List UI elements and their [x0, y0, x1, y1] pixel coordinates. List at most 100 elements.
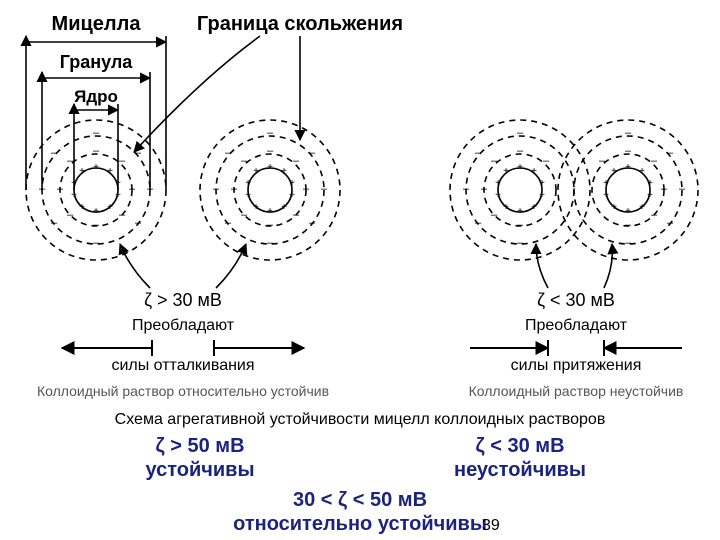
svg-text:+: + — [603, 178, 609, 189]
label-core: Ядро — [74, 87, 118, 106]
blue-right-2: неустойчивы — [454, 459, 586, 481]
svg-text:+: + — [79, 166, 85, 177]
svg-text:+: + — [115, 190, 121, 201]
svg-text:+: + — [495, 178, 501, 189]
svg-text:–: – — [481, 183, 488, 195]
right-zeta: ζ < 30 мB — [537, 290, 615, 310]
svg-text:–: – — [463, 183, 470, 195]
svg-text:+: + — [79, 202, 85, 213]
left-group: +++ +++ +++ + ––– ––– –– ––– ––– –– +++ — [26, 120, 340, 260]
micelle-right-2: +++ +++ +++ + ––– ––– ––– –– — [558, 120, 698, 260]
svg-text:+: + — [267, 206, 273, 217]
svg-text:+: + — [267, 162, 273, 173]
right-caption: Коллоидный раствор неустойчив — [469, 383, 684, 399]
svg-text:+: + — [289, 190, 295, 201]
svg-text:+: + — [517, 162, 523, 173]
svg-text:–: – — [625, 237, 632, 249]
svg-text:+: + — [245, 178, 251, 189]
svg-text:+: + — [603, 190, 609, 201]
svg-text:–: – — [57, 183, 64, 195]
svg-text:–: – — [241, 155, 248, 167]
svg-text:–: – — [651, 209, 658, 221]
blue-bottom-1: 30 < ζ < 50 мB — [293, 489, 427, 511]
svg-text:–: – — [517, 127, 524, 139]
svg-text:–: – — [651, 155, 658, 167]
svg-text:–: – — [661, 183, 668, 195]
svg-text:+: + — [503, 202, 509, 213]
blue-left-2: устойчивы — [145, 459, 254, 481]
svg-text:–: – — [599, 155, 606, 167]
svg-text:–: – — [309, 147, 316, 159]
svg-text:–: – — [135, 217, 142, 229]
svg-text:–: – — [625, 145, 632, 157]
scheme-caption: Схема агрегативной устойчивости мицелл к… — [115, 411, 606, 428]
blue-right-1: ζ < 30 мB — [475, 435, 564, 457]
svg-text:+: + — [253, 166, 259, 177]
svg-text:+: + — [107, 166, 113, 177]
micelle-right-1: +++ +++ +++ + ––– ––– ––– –– — [450, 120, 590, 260]
label-micelle: Мицелла — [52, 13, 142, 35]
svg-text:–: – — [241, 209, 248, 221]
svg-text:–: – — [231, 183, 238, 195]
right-forces-title: Преобладают — [525, 317, 628, 334]
svg-text:+: + — [625, 206, 631, 217]
page-number: 39 — [482, 517, 500, 534]
svg-text:–: – — [667, 217, 674, 229]
label-granule: Гранула — [60, 52, 134, 72]
svg-text:+: + — [289, 178, 295, 189]
svg-text:–: – — [667, 147, 674, 159]
svg-text:–: – — [51, 217, 58, 229]
svg-text:+: + — [625, 162, 631, 173]
svg-text:–: – — [213, 183, 220, 195]
svg-text:–: – — [225, 217, 232, 229]
blue-bottom-2: относительно устойчивы — [233, 513, 487, 535]
blue-left-1: ζ > 50 мB — [155, 435, 244, 457]
svg-text:+: + — [647, 178, 653, 189]
svg-text:–: – — [517, 219, 524, 231]
left-forces-title: Преобладают — [132, 317, 235, 334]
label-slip: Граница скольжения — [197, 13, 403, 35]
micelle-left-2: +++ +++ +++ + ––– ––– –– ––– ––– –– — [200, 120, 340, 260]
left-forces-kind: силы отталкивания — [111, 357, 254, 374]
svg-text:–: – — [491, 209, 498, 221]
svg-text:–: – — [119, 209, 126, 221]
svg-text:–: – — [129, 183, 136, 195]
svg-text:+: + — [531, 202, 537, 213]
svg-text:–: – — [225, 147, 232, 159]
svg-text:+: + — [281, 202, 287, 213]
svg-text:+: + — [639, 202, 645, 213]
svg-text:–: – — [67, 155, 74, 167]
svg-text:–: – — [293, 209, 300, 221]
svg-text:–: – — [267, 219, 274, 231]
svg-text:–: – — [475, 147, 482, 159]
svg-text:–: – — [543, 155, 550, 167]
svg-text:+: + — [253, 202, 259, 213]
diagram: +++ +++ +++ + ––– ––– –– ––– ––– –– +++ — [0, 0, 720, 540]
svg-text:–: – — [517, 237, 524, 249]
svg-text:+: + — [495, 190, 501, 201]
svg-text:+: + — [639, 166, 645, 177]
svg-text:–: – — [293, 155, 300, 167]
svg-text:+: + — [517, 206, 523, 217]
svg-text:+: + — [611, 166, 617, 177]
svg-text:+: + — [245, 190, 251, 201]
svg-text:–: – — [625, 219, 632, 231]
svg-text:–: – — [625, 127, 632, 139]
svg-text:–: – — [93, 145, 100, 157]
svg-text:+: + — [539, 190, 545, 201]
left-caption: Коллоидный раствор относительно устойчив — [37, 383, 329, 399]
svg-text:–: – — [267, 127, 274, 139]
svg-text:+: + — [611, 202, 617, 213]
svg-text:–: – — [67, 209, 74, 221]
svg-text:–: – — [93, 127, 100, 139]
svg-text:+: + — [503, 166, 509, 177]
svg-text:–: – — [267, 237, 274, 249]
svg-text:–: – — [321, 183, 328, 195]
right-forces-kind: силы притяжения — [511, 357, 642, 374]
svg-text:–: – — [303, 183, 310, 195]
svg-text:–: – — [491, 155, 498, 167]
svg-text:–: – — [93, 219, 100, 231]
right-group: +++ +++ +++ + ––– ––– ––– –– +++ +++ +++… — [450, 120, 698, 260]
svg-text:+: + — [93, 162, 99, 173]
svg-text:–: – — [679, 183, 686, 195]
